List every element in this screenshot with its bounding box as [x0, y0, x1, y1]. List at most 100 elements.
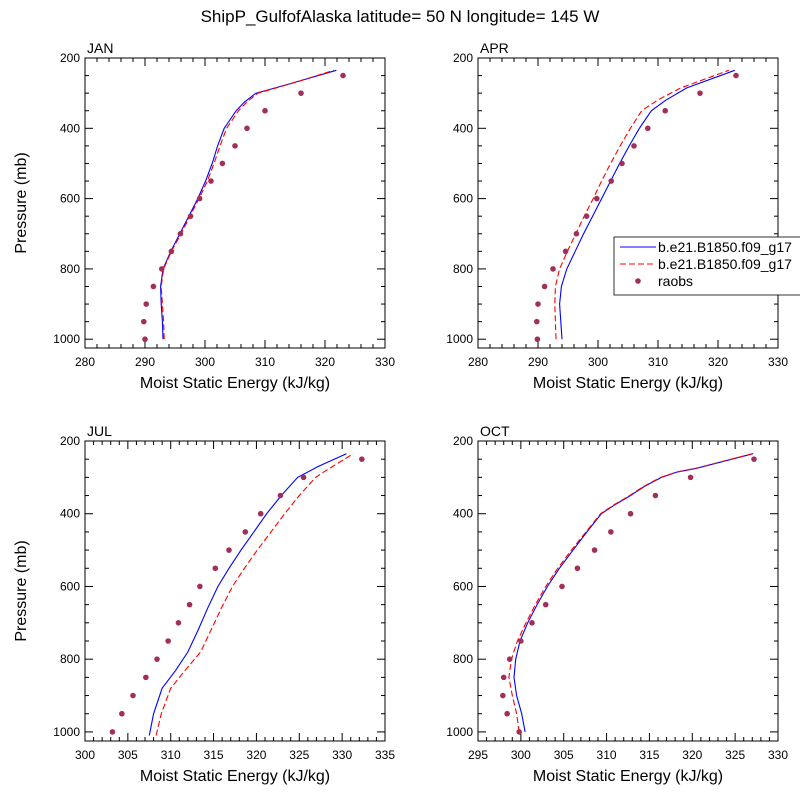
y-tick-label: 1000 [53, 725, 80, 739]
raobs-point [226, 547, 232, 553]
model-series-solid-line [160, 69, 337, 340]
y-tick-label: 800 [60, 262, 80, 276]
raobs-point [662, 107, 668, 114]
raobs-point [542, 601, 549, 608]
y-tick-label: 1000 [53, 332, 80, 346]
raobs-point [197, 583, 203, 590]
raobs-point [562, 248, 569, 255]
plot-frame [477, 440, 779, 742]
raobs-point [518, 638, 524, 644]
y-tick-label: 200 [453, 51, 473, 65]
y-tick-label: 200 [60, 51, 80, 65]
x-tick-label: 300 [195, 355, 215, 369]
x-tick-label: 310 [161, 748, 181, 762]
y-tick-label: 1000 [446, 725, 473, 739]
panel-jul: JUL 300 305 310 315 320 325 330 335 200 400 600 800 1… [13, 423, 395, 785]
panel-label: APR [480, 40, 509, 56]
model-series-solid-line [148, 453, 347, 736]
x-axis-label: Moist Static Energy (kJ/kg) [140, 375, 330, 392]
x-tick-label: 315 [639, 748, 659, 762]
x-tick-label: 290 [528, 355, 548, 369]
plot-frame [477, 57, 779, 349]
raobs-point [141, 318, 147, 325]
raobs-point [130, 692, 136, 699]
model-series-dashed-line [508, 453, 753, 732]
raobs-point [608, 529, 614, 535]
y-tick-label: 400 [453, 507, 473, 521]
raobs-point [594, 195, 600, 202]
raobs-point [687, 474, 694, 481]
x-tick-label: 315 [204, 748, 224, 762]
raobs-point [573, 230, 580, 237]
x-axis-label: Moist Static Energy (kJ/kg) [533, 768, 723, 785]
raobs-point [619, 160, 625, 167]
legend-marker-raobs [635, 278, 641, 284]
raobs-point [591, 547, 598, 553]
x-tick-label: 330 [768, 355, 788, 369]
y-axis-label: Pressure (mb) [13, 152, 30, 253]
x-tick-label: 310 [255, 355, 275, 369]
raobs-point [168, 248, 175, 255]
x-tick-label: 295 [468, 748, 488, 762]
legend-entry: raobs [658, 273, 693, 289]
raobs-point [733, 72, 739, 79]
y-tick-label: 800 [453, 652, 473, 666]
raobs-point [504, 710, 510, 717]
raobs-point [574, 565, 581, 572]
raobs-point [208, 178, 214, 184]
x-tick-label: 280 [75, 355, 95, 369]
x-tick-label: 300 [75, 748, 95, 762]
model-series-dashed-line [155, 453, 354, 736]
x-tick-label: 305 [118, 748, 138, 762]
plot-frame [84, 440, 386, 742]
y-tick-label: 400 [60, 507, 80, 521]
raobs-point [109, 729, 116, 735]
x-tick-label: 330 [332, 748, 352, 762]
raobs-point [262, 107, 268, 114]
raobs-point [143, 301, 149, 307]
raobs-point [186, 601, 193, 608]
raobs-point [212, 565, 219, 572]
raobs-point [277, 492, 284, 499]
x-tick-label: 300 [588, 355, 608, 369]
raobs-point [177, 230, 184, 237]
legend-entry: b.e21.B1850.f09_g17 [658, 256, 792, 272]
raobs-point [359, 456, 365, 462]
y-axis-label: Pressure (mb) [13, 540, 30, 641]
raobs-point [631, 143, 637, 149]
panel-oct: OCT 295 300 305 310 315 320 325 330 200 400 600 800 1… [446, 423, 788, 785]
raobs-point [535, 301, 541, 307]
raobs-point [534, 336, 541, 343]
raobs-point [534, 318, 540, 325]
x-tick-label: 305 [554, 748, 574, 762]
raobs-point [506, 656, 513, 662]
raobs-point [232, 143, 238, 149]
raobs-point [627, 510, 634, 517]
panels-group: JAN 280 290 300 310 320 330 200 400 600 800 1000 Moi… [13, 40, 800, 785]
raobs-point [244, 125, 250, 132]
x-tick-label: 320 [708, 355, 728, 369]
y-tick-label: 400 [60, 121, 80, 135]
raobs-point [242, 529, 249, 535]
x-tick-label: 290 [135, 355, 155, 369]
y-tick-label: 600 [453, 192, 473, 206]
raobs-point [500, 674, 507, 681]
y-tick-label: 200 [453, 434, 473, 448]
raobs-point [298, 90, 304, 96]
panel-label: OCT [480, 423, 510, 439]
raobs-point [257, 510, 264, 517]
raobs-point [165, 638, 171, 644]
x-tick-label: 320 [682, 748, 702, 762]
raobs-point [340, 72, 346, 79]
legend: b.e21.B1850.f09_g17b.e21.B1850.f09_g17ra… [613, 236, 800, 296]
x-tick-label: 320 [246, 748, 266, 762]
y-tick-label: 200 [60, 434, 80, 448]
raobs-point [175, 620, 182, 626]
y-tick-label: 600 [60, 579, 80, 593]
raobs-point [652, 492, 659, 499]
x-tick-label: 280 [468, 355, 488, 369]
raobs-point [583, 213, 590, 219]
raobs-point [187, 213, 194, 219]
x-tick-label: 335 [375, 748, 395, 762]
model-series-solid-line [559, 69, 735, 340]
